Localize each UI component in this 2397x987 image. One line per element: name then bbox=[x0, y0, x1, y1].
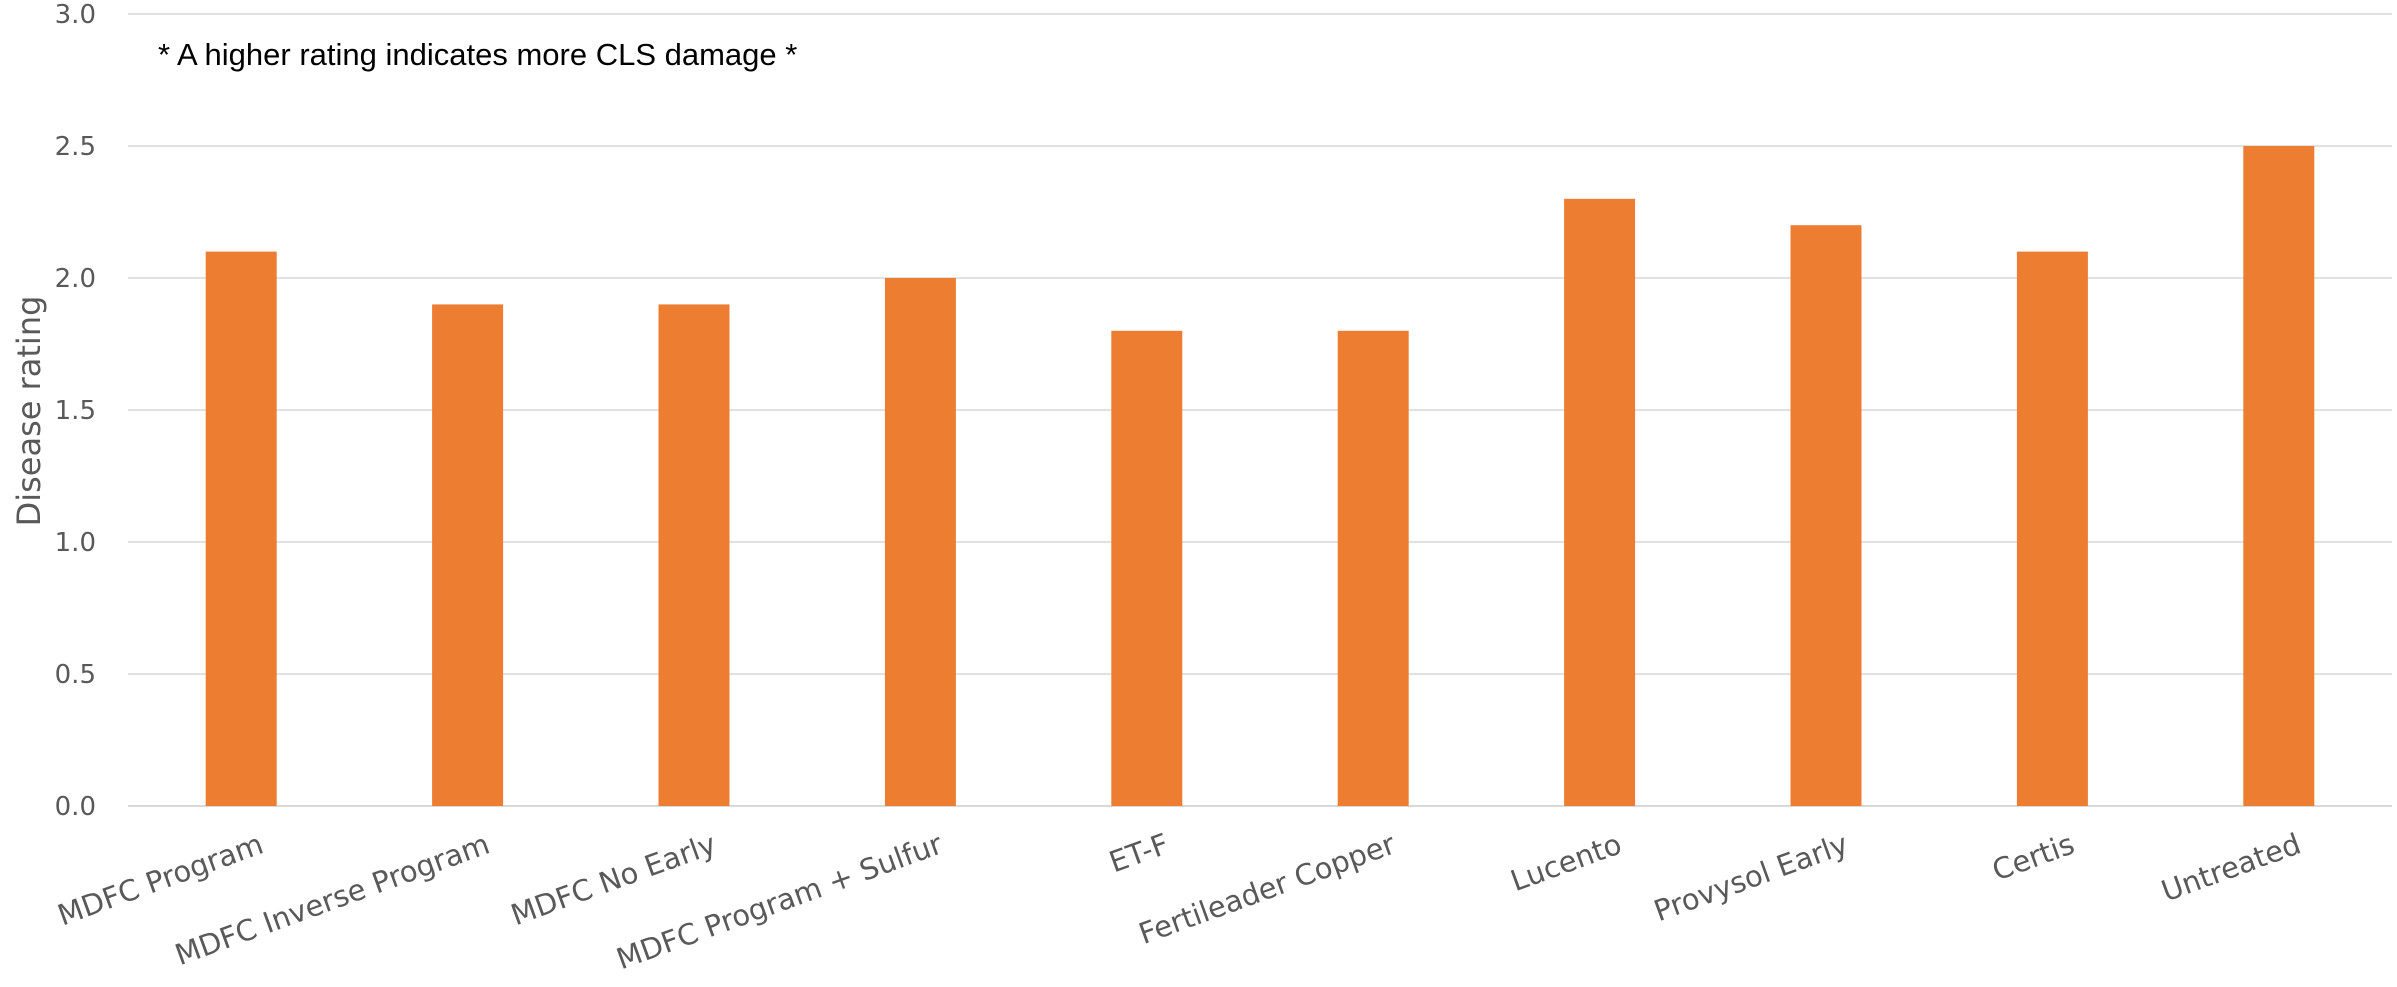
bar-et-f bbox=[1111, 330, 1183, 806]
y-tick-label: 0.5 bbox=[55, 660, 96, 690]
y-axis-ticks: 0.0 0.5 1.0 1.5 2.0 2.5 3.0 bbox=[55, 0, 96, 822]
bar-mdfc-no-early bbox=[658, 304, 730, 806]
y-tick-label: 2.5 bbox=[55, 132, 96, 162]
gridlines bbox=[128, 13, 2392, 807]
x-category-label: ET-F bbox=[1105, 827, 1174, 880]
bar-fertileader-copper bbox=[1337, 330, 1409, 806]
bar-mdfc-inverse-program bbox=[432, 304, 504, 806]
bar-mdfc-program bbox=[205, 251, 277, 807]
y-axis-title: Disease rating bbox=[10, 296, 48, 527]
x-category-label: Provysol Early bbox=[1649, 827, 1852, 929]
bar-provysol-early bbox=[1790, 225, 1862, 806]
x-category-label: Lucento bbox=[1506, 827, 1626, 898]
x-category-label: Untreated bbox=[2157, 827, 2305, 909]
bar-lucento bbox=[1564, 198, 1636, 807]
chart-annotation: * A higher rating indicates more CLS dam… bbox=[158, 37, 797, 72]
y-tick-label: 1.0 bbox=[55, 528, 96, 558]
y-tick-label: 3.0 bbox=[55, 0, 96, 30]
bar-untreated bbox=[2243, 146, 2315, 806]
y-tick-label: 2.0 bbox=[55, 264, 96, 294]
y-tick-label: 0.0 bbox=[55, 792, 96, 822]
x-category-label: Certis bbox=[1988, 827, 2079, 888]
x-category-label: Fertileader Copper bbox=[1134, 827, 1399, 951]
y-tick-label: 1.5 bbox=[55, 396, 96, 426]
bars bbox=[205, 146, 2315, 807]
bar-mdfc-program-sulfur bbox=[884, 278, 956, 806]
bar-certis bbox=[2016, 251, 2088, 807]
